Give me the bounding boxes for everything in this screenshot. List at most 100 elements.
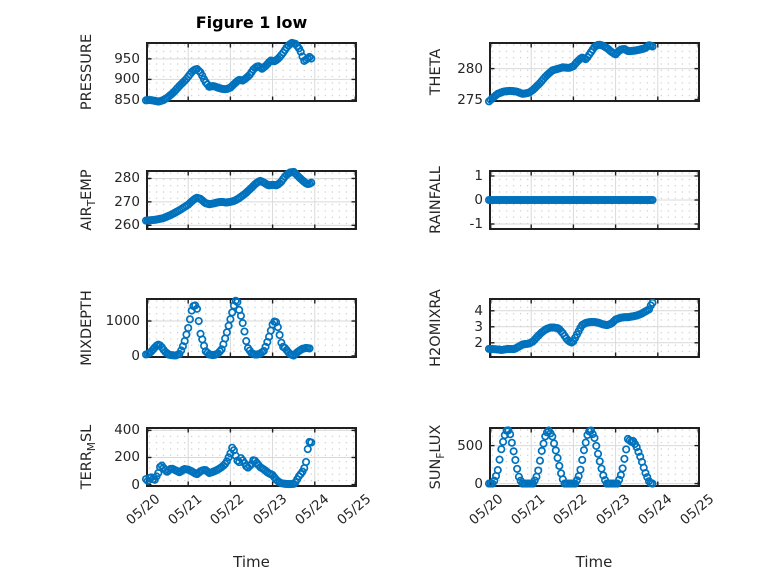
grid-minor bbox=[491, 44, 698, 100]
ylabel-text: PRESSURE bbox=[79, 33, 95, 111]
plot-canvas-rainfall bbox=[484, 170, 700, 230]
y-tick-label: 0 bbox=[474, 475, 483, 492]
grid-major bbox=[148, 172, 355, 228]
y-tick-label: 2 bbox=[474, 334, 483, 351]
ylabel-text: SUN bbox=[428, 458, 444, 490]
x-tick-label: 05/21 bbox=[508, 491, 549, 529]
grid-minor bbox=[148, 429, 355, 485]
y-tick-label: 1000 bbox=[105, 313, 140, 330]
x-tick-label: 05/22 bbox=[550, 491, 591, 529]
y-tick-label: 0 bbox=[131, 476, 140, 493]
grid-minor bbox=[491, 172, 698, 228]
grid-minor bbox=[491, 429, 698, 485]
y-axis-label-terr-msl: TERRMSL bbox=[77, 357, 98, 557]
y-axis-label-sun-flux: SUNFLUX bbox=[426, 357, 447, 557]
x-tick-label: 05/24 bbox=[291, 491, 333, 529]
data-series bbox=[141, 167, 316, 225]
y-tick-label: 0 bbox=[131, 347, 140, 364]
data-series bbox=[484, 426, 657, 488]
ylabel-text: THETA bbox=[428, 48, 444, 96]
plot-canvas-sun_flux bbox=[484, 426, 700, 488]
y-tick-label: 4 bbox=[474, 302, 483, 319]
tick-marks bbox=[147, 44, 357, 101]
tick-marks bbox=[490, 429, 700, 485]
y-tick-label: 850 bbox=[114, 91, 140, 108]
y-tick-label: 400 bbox=[114, 422, 140, 439]
y-tick-label: 260 bbox=[114, 217, 140, 234]
x-tick-label: 05/23 bbox=[592, 491, 633, 529]
tick-marks bbox=[147, 172, 357, 228]
ylabel-text: EMP bbox=[79, 169, 95, 200]
tick-marks bbox=[490, 172, 700, 228]
data-series bbox=[484, 195, 657, 205]
x-axis-label-right: Time bbox=[575, 553, 613, 571]
axes-border bbox=[146, 427, 357, 487]
ylabel-text: LUX bbox=[428, 424, 444, 453]
ylabel-subscript: F bbox=[434, 452, 447, 459]
x-tick-label: 05/21 bbox=[165, 491, 206, 529]
y-axis-label-pressure: PRESSURE bbox=[77, 0, 97, 172]
ylabel-text: RAINFALL bbox=[428, 166, 444, 234]
y-tick-label: -1 bbox=[469, 216, 483, 232]
axes-border bbox=[489, 298, 700, 358]
tick-marks bbox=[147, 300, 357, 357]
x-tick-label: 05/20 bbox=[123, 491, 164, 529]
plot-canvas-terr_msl bbox=[141, 427, 357, 489]
data-series bbox=[484, 40, 657, 106]
grid-minor bbox=[148, 172, 355, 228]
y-tick-label: 275 bbox=[457, 91, 483, 108]
grid-major bbox=[148, 44, 355, 100]
y-tick-label: 3 bbox=[474, 318, 483, 335]
axes-border bbox=[146, 42, 357, 102]
x-tick-label: 05/24 bbox=[634, 491, 676, 529]
x-tick-label: 05/22 bbox=[207, 491, 248, 529]
tick-marks bbox=[490, 44, 700, 101]
y-tick-label: 280 bbox=[114, 170, 140, 187]
x-axis-label-left: Time bbox=[233, 553, 270, 571]
tick-marks bbox=[490, 300, 700, 356]
grid-major bbox=[491, 429, 698, 485]
tick-marks bbox=[147, 429, 357, 486]
grid-minor bbox=[491, 300, 698, 356]
ylabel-text: SL bbox=[79, 424, 95, 443]
ylabel-subscript: T bbox=[85, 199, 98, 207]
axes-border bbox=[146, 170, 357, 230]
axes-border bbox=[146, 298, 357, 358]
grid-major bbox=[491, 44, 698, 100]
y-tick-label: 900 bbox=[114, 71, 140, 88]
ylabel-text: AIR bbox=[79, 206, 95, 231]
y-tick-label: 270 bbox=[114, 193, 140, 210]
plot-canvas-mixdepth bbox=[141, 296, 357, 360]
ylabel-text: TERR bbox=[79, 451, 95, 490]
ylabel-text: H2OMIXRA bbox=[428, 289, 444, 367]
data-series bbox=[484, 298, 657, 355]
data-series bbox=[141, 437, 316, 489]
grid-major bbox=[148, 429, 355, 485]
y-tick-label: 280 bbox=[457, 60, 483, 77]
plot-canvas-theta bbox=[484, 40, 700, 106]
x-tick-label: 05/25 bbox=[677, 491, 718, 529]
plot-canvas-air_temp bbox=[141, 167, 357, 230]
grid-minor bbox=[148, 44, 355, 100]
ylabel-text: MIXDEPTH bbox=[79, 290, 95, 366]
axes-border bbox=[489, 427, 700, 487]
grid-major bbox=[148, 300, 355, 356]
data-series bbox=[141, 296, 314, 360]
data-series bbox=[141, 38, 316, 106]
plot-canvas-pressure bbox=[141, 38, 357, 106]
y-tick-label: 500 bbox=[457, 437, 483, 454]
axes-border bbox=[489, 170, 700, 230]
y-axis-label-h2omixra: H2OMIXRA bbox=[426, 228, 446, 428]
y-axis-label-theta: THETA bbox=[426, 0, 446, 172]
y-axis-label-mixdepth: MIXDEPTH bbox=[77, 228, 97, 428]
figure-title: Figure 1 low bbox=[195, 13, 308, 32]
y-tick-label: 200 bbox=[114, 449, 140, 466]
